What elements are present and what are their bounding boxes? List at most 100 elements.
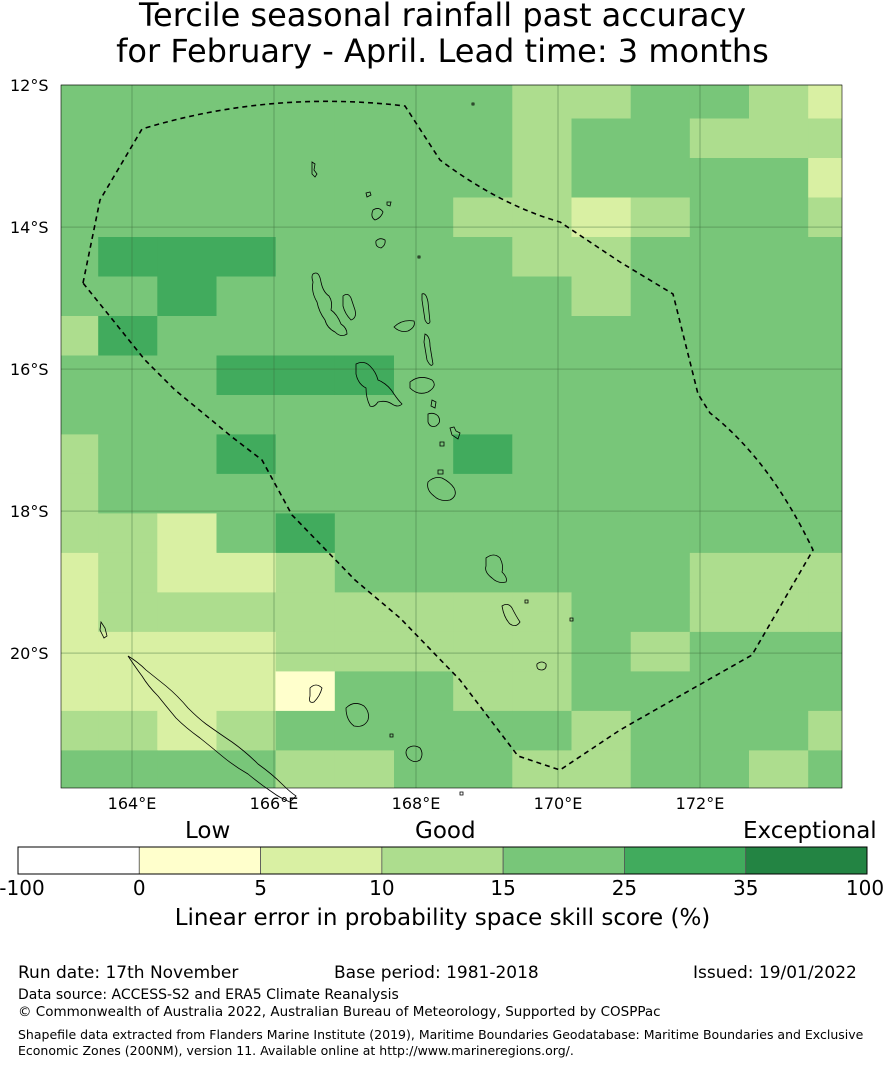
skill-cell [275, 434, 336, 475]
longitude-label: 170°E [534, 794, 583, 813]
skill-cell [512, 355, 572, 396]
skill-cell [453, 237, 513, 277]
skill-cell [275, 631, 336, 672]
skill-cell [98, 552, 158, 593]
skill-cell [630, 552, 691, 593]
skill-cell [98, 395, 158, 435]
skill-cell [334, 552, 395, 593]
skill-cell [157, 750, 217, 788]
skill-cell [630, 671, 691, 712]
island-epi [427, 412, 440, 427]
skill-cell [98, 473, 158, 514]
skill-cell [334, 750, 395, 788]
skill-cell [61, 316, 99, 356]
skill-cell [98, 631, 158, 672]
skill-cell [157, 118, 217, 159]
island-mare [405, 745, 423, 762]
skill-cell [61, 197, 99, 238]
island-malakula [355, 362, 403, 407]
island-efate [427, 477, 456, 501]
island-lifou [345, 703, 369, 727]
latitude-label: 18°S [10, 502, 49, 521]
skill-cell [808, 355, 842, 396]
skill-cell [98, 85, 158, 119]
skill-cell [216, 395, 277, 435]
colorbar-label: Linear error in probability space skill … [174, 905, 711, 931]
longitude-label: 164°E [108, 794, 157, 813]
skill-cell [394, 197, 454, 238]
island-espiritu-santo [311, 272, 348, 336]
skill-grid [61, 85, 842, 788]
skill-cell [571, 85, 632, 119]
island-walpole [459, 791, 464, 796]
island-emae [437, 469, 444, 475]
skill-cell [275, 237, 336, 277]
skill-cell [216, 552, 277, 593]
skill-cell [571, 197, 632, 238]
skill-cell [808, 395, 842, 435]
skill-cell [749, 434, 809, 475]
skill-cell [630, 750, 691, 788]
skill-cell [689, 671, 750, 712]
skill-cell [749, 671, 809, 712]
island-banks-2 [371, 208, 384, 221]
skill-cell [334, 237, 395, 277]
skill-cell [630, 276, 691, 317]
colorbar-tick-label: 25 [611, 876, 638, 900]
skill-cell [216, 473, 277, 514]
skill-cell [512, 750, 572, 788]
skill-cell [749, 276, 809, 317]
skill-cell [61, 750, 99, 788]
skill-cell [689, 750, 750, 788]
skill-cell [808, 237, 842, 277]
island-aneityum [536, 661, 547, 671]
skill-cell [749, 750, 809, 788]
skill-cell [334, 592, 395, 633]
skill-cell [275, 197, 336, 238]
skill-cell [394, 316, 454, 356]
shapefile-credit: Shapefile data extracted from Flanders M… [18, 1027, 864, 1058]
skill-cell [394, 85, 454, 119]
island-malo [342, 294, 356, 321]
skill-cell [394, 710, 454, 751]
skill-cell [630, 85, 691, 119]
skill-cell [749, 316, 809, 356]
skill-cell [808, 513, 842, 554]
skill-cell [61, 434, 99, 475]
colorbar-tick-label: -100 [0, 876, 45, 900]
skill-cell [749, 197, 809, 238]
skill-cell [334, 316, 395, 356]
skill-cell [571, 355, 632, 396]
skill-cell [216, 118, 277, 159]
skill-cell [394, 158, 454, 198]
skill-cell [275, 710, 336, 751]
skill-cell [216, 316, 277, 356]
island-shepherd [449, 426, 461, 440]
skill-cell [157, 158, 217, 198]
skill-cell [630, 355, 691, 396]
skill-cell [453, 118, 513, 159]
skill-cell [808, 750, 842, 788]
island-banks-1 [365, 191, 372, 198]
skill-cell [512, 316, 572, 356]
skill-cell [394, 434, 454, 475]
skill-cell [571, 750, 632, 788]
skill-cell [808, 473, 842, 514]
skill-cell [98, 237, 158, 277]
colorbar-heading-low: Low [185, 818, 231, 844]
skill-cell [216, 355, 277, 396]
skill-cell [689, 513, 750, 554]
island-banks-4 [375, 238, 386, 249]
skill-cell [749, 237, 809, 277]
longitude-label: 168°E [392, 794, 441, 813]
skill-cell [275, 671, 336, 712]
skill-cell [689, 631, 750, 672]
skill-cell [157, 592, 217, 633]
colorbar-segment [624, 846, 747, 875]
skill-cell [157, 316, 217, 356]
skill-cell [453, 316, 513, 356]
skill-cell [689, 118, 750, 159]
skill-cell [630, 197, 691, 238]
skill-cell [453, 750, 513, 788]
skill-cell [571, 513, 632, 554]
